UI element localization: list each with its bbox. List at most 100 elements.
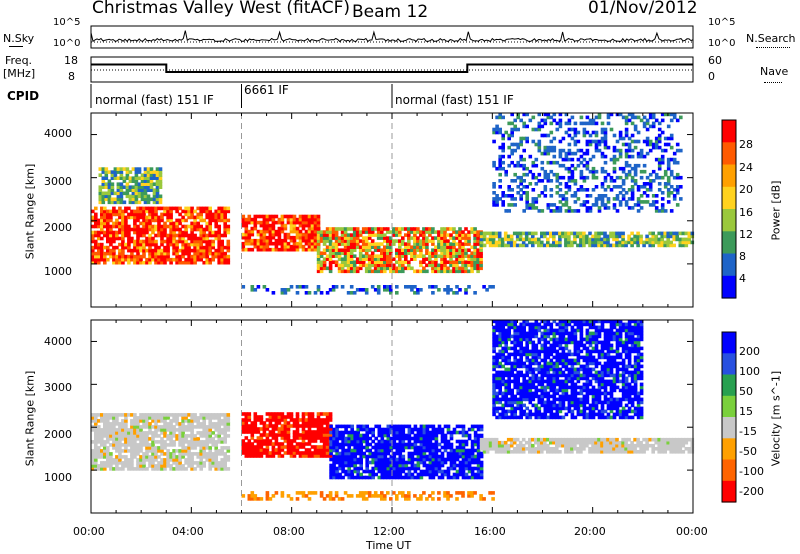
power-cell: [588, 237, 592, 242]
power-cell: [136, 245, 140, 250]
power-cell: [271, 241, 276, 246]
velocity-cell: [425, 436, 430, 441]
velocity-cell: [398, 460, 403, 465]
power-cell: [461, 233, 465, 237]
power-cell: [410, 245, 414, 249]
power-cell: [193, 215, 197, 220]
power-cell: [401, 269, 405, 274]
velocity-cell: [307, 436, 312, 440]
power-cell: [567, 175, 572, 180]
power-cell: [507, 163, 511, 168]
velocity-cell: [205, 428, 209, 432]
power-cell: [615, 148, 620, 153]
velocity-cell: [531, 447, 535, 451]
power-cell: [280, 217, 285, 222]
velocity-cell: [160, 443, 164, 447]
power-cell: [244, 220, 249, 225]
power-cell: [103, 251, 107, 256]
power-cell: [91, 230, 95, 235]
power-cell: [328, 251, 333, 255]
power-cell: [163, 233, 167, 238]
power-cell: [319, 254, 324, 258]
power-cell: [624, 175, 629, 180]
velocity-cell: [461, 442, 466, 447]
power-cell: [461, 242, 465, 246]
power-cell: [504, 194, 508, 198]
velocity-cell: [205, 431, 209, 435]
power-cell: [373, 263, 378, 268]
power-cell: [364, 239, 369, 243]
power-cell: [576, 197, 581, 201]
power-cell: [283, 235, 288, 240]
velocity-cell: [419, 475, 424, 480]
velocity-cell: [319, 451, 324, 455]
power-cell: [528, 203, 533, 207]
power-cell: [558, 154, 563, 159]
power-cell: [645, 127, 650, 132]
power-cell: [253, 217, 258, 222]
velocity-cell: [205, 437, 209, 441]
velocity-cell: [292, 436, 297, 440]
power-cell: [157, 206, 161, 211]
velocity-cell: [597, 437, 601, 442]
power-cell: [160, 236, 164, 241]
power-cell: [178, 257, 182, 262]
velocity-cell: [226, 449, 231, 453]
power-cell: [127, 215, 131, 220]
velocity-cell: [594, 450, 598, 454]
velocity-cell: [419, 451, 424, 456]
velocity-cell: [256, 430, 261, 434]
velocity-cell: [304, 448, 309, 452]
velocity-cell: [404, 424, 409, 429]
velocity-cell: [310, 454, 315, 458]
velocity-cell: [356, 448, 360, 453]
velocity-cell: [187, 464, 191, 468]
power-cell: [298, 241, 303, 246]
power-cell: [352, 248, 357, 252]
velocity-cell: [473, 436, 478, 441]
power-cell: [262, 247, 267, 252]
power-cell: [376, 248, 381, 252]
velocity-cell: [458, 445, 463, 450]
power-cell: [205, 227, 209, 232]
velocity-cell: [564, 437, 568, 442]
power-cell: [199, 215, 203, 220]
power-cell: [152, 173, 157, 177]
power-cell: [301, 226, 306, 231]
power-cell: [217, 236, 221, 241]
velocity-cell: [217, 419, 221, 423]
velocity-cell: [594, 443, 598, 448]
velocity-cell: [178, 428, 182, 432]
velocity-cell: [555, 447, 559, 451]
power-cell: [94, 257, 98, 262]
velocity-cell: [380, 454, 385, 459]
velocity-cell: [338, 430, 342, 435]
velocity-cell: [265, 448, 270, 452]
power-cell: [509, 237, 514, 242]
power-cell: [597, 209, 602, 213]
power-cell: [322, 257, 327, 261]
power-cell: [158, 194, 163, 199]
power-cbar-tick-24: 24: [739, 161, 753, 174]
power-cell: [193, 236, 197, 241]
velocity-cell: [220, 437, 224, 441]
velocity-cell: [328, 418, 333, 422]
power-cell: [316, 236, 321, 240]
power-cell: [115, 209, 119, 214]
power-cell: [425, 227, 429, 231]
velocity-cell: [606, 440, 610, 445]
power-cell: [612, 185, 617, 189]
power-cell: [125, 170, 130, 174]
power-cell: [104, 176, 109, 180]
power-cell: [666, 179, 671, 183]
power-cell: [386, 242, 390, 246]
power-cell: [528, 240, 532, 245]
velocity-cell: [151, 431, 155, 435]
velocity-cell: [540, 447, 544, 451]
power-cell: [169, 218, 173, 223]
power-cell: [679, 175, 683, 180]
power-cell: [603, 145, 608, 150]
velocity-cell: [410, 436, 415, 441]
power-cell: [142, 209, 146, 214]
velocity-cell: [392, 439, 397, 444]
